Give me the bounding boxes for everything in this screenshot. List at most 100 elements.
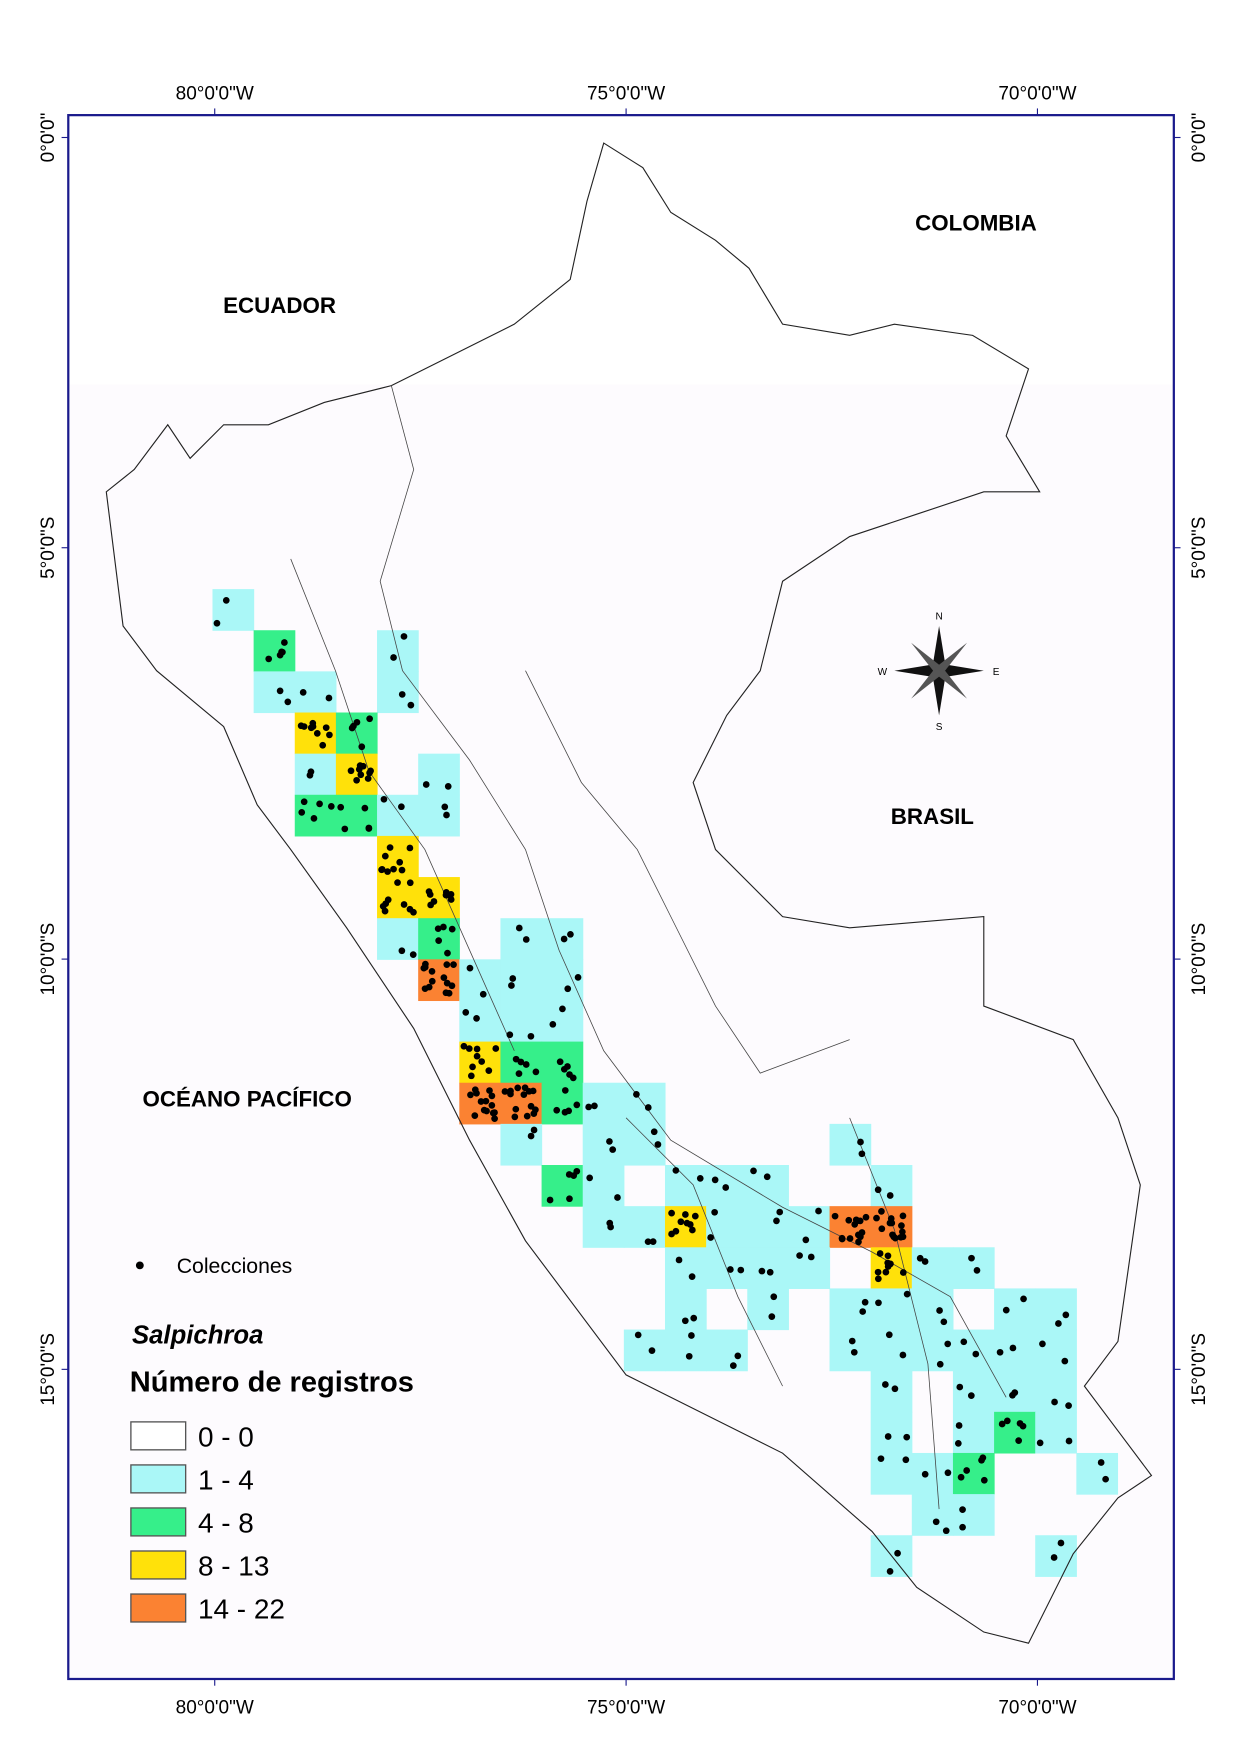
collection-point	[489, 1109, 497, 1117]
collection-point	[428, 968, 436, 975]
collection-point	[696, 1175, 704, 1182]
grid-cell	[911, 1247, 954, 1289]
collection-point	[967, 1392, 975, 1399]
collection-point	[899, 1233, 907, 1241]
collection-point	[873, 1214, 880, 1222]
collection-point	[573, 1101, 581, 1109]
collection-point	[683, 1219, 691, 1227]
collection-point	[959, 1523, 966, 1531]
collection-point	[978, 1456, 985, 1464]
grid-cell	[418, 753, 460, 796]
collection-point	[440, 974, 448, 981]
collection-point	[462, 1008, 470, 1016]
collection-point	[815, 1207, 822, 1215]
collection-point	[877, 1455, 885, 1463]
collection-point	[515, 924, 523, 932]
collection-point	[560, 935, 568, 943]
collection-point	[675, 1256, 683, 1264]
collection-point	[564, 985, 572, 993]
collection-point	[353, 776, 360, 784]
collection-point	[299, 689, 307, 696]
collection-point	[884, 1252, 892, 1260]
grid-cell	[418, 794, 460, 837]
collection-point	[648, 1347, 656, 1354]
collection-point	[677, 1218, 685, 1226]
legend-title: Número de registros	[130, 1367, 414, 1399]
collection-point	[515, 1070, 523, 1077]
collection-point	[899, 1269, 907, 1276]
collection-point	[942, 1527, 950, 1535]
collection-point	[903, 1433, 911, 1441]
collection-point	[1009, 1344, 1017, 1352]
compass-label: S	[936, 722, 943, 733]
grid-cell	[1076, 1452, 1119, 1495]
collection-point	[672, 1227, 680, 1235]
collection-point	[573, 1167, 581, 1175]
lat-label: 5°0'0"S	[1189, 517, 1210, 579]
collection-point	[737, 1266, 745, 1274]
collection-point	[936, 1307, 943, 1314]
collection-point	[435, 937, 443, 944]
lon-label: 70°0'0"W	[998, 1698, 1076, 1719]
collection-point	[574, 974, 582, 981]
collection-point	[567, 930, 574, 938]
grid-cell	[664, 1329, 707, 1372]
collection-point	[565, 1107, 573, 1115]
region-label: ECUADOR	[223, 293, 336, 318]
collection-point	[350, 722, 357, 730]
grid-cell	[253, 630, 296, 672]
legend-swatch	[130, 1507, 187, 1537]
grid-cell	[623, 1082, 666, 1125]
grid-cell	[582, 1082, 625, 1125]
collection-point	[1057, 1539, 1065, 1547]
collection-point	[776, 1208, 784, 1216]
collection-point	[898, 1222, 905, 1230]
collection-point	[902, 1456, 910, 1464]
collection-point	[729, 1362, 737, 1369]
collection-point	[390, 865, 397, 873]
collection-point	[532, 1068, 540, 1076]
collection-point	[846, 1235, 854, 1242]
collection-point	[213, 619, 221, 627]
legend-swatch	[130, 1593, 187, 1623]
collection-point	[963, 1467, 971, 1474]
collection-point	[520, 1091, 528, 1099]
lat-label: 15°0'0"S	[1189, 1333, 1210, 1406]
collection-point	[422, 781, 430, 788]
collection-point	[932, 1518, 940, 1526]
collection-point	[878, 1208, 885, 1215]
collection-point	[831, 1212, 839, 1220]
collection-point	[357, 771, 365, 779]
collection-point	[447, 896, 455, 903]
legend-swatch	[130, 1421, 187, 1451]
collection-point	[556, 1058, 564, 1066]
legend-label: 14 - 22	[198, 1594, 285, 1625]
collection-point	[682, 1211, 689, 1218]
collection-point	[936, 1360, 944, 1368]
collection-point	[1003, 1417, 1011, 1425]
collection-point	[875, 1299, 882, 1307]
region-label: BRASIL	[891, 804, 974, 829]
collection-point	[442, 891, 450, 899]
lon-label: 70°0'0"W	[998, 83, 1076, 104]
collection-point	[511, 1113, 519, 1121]
collection-point	[894, 1549, 901, 1557]
collection-point	[848, 1337, 856, 1345]
grid-cell	[582, 1123, 625, 1166]
collection-point	[1020, 1295, 1027, 1303]
grid-cell	[500, 918, 543, 960]
collection-point	[522, 1061, 530, 1068]
collection-point	[1097, 1459, 1105, 1466]
grid-cell	[952, 1411, 995, 1454]
collection-point	[685, 1352, 693, 1360]
collection-point	[467, 1091, 474, 1099]
lon-label: 80°0'0"W	[176, 83, 254, 104]
collection-point	[681, 1317, 689, 1325]
collection-point	[688, 1273, 696, 1280]
collection-point	[460, 1042, 468, 1050]
collection-point	[768, 1313, 776, 1320]
collection-point	[887, 1215, 895, 1222]
collection-point	[473, 1052, 481, 1060]
collection-point	[398, 866, 406, 874]
collection-point	[973, 1267, 981, 1274]
